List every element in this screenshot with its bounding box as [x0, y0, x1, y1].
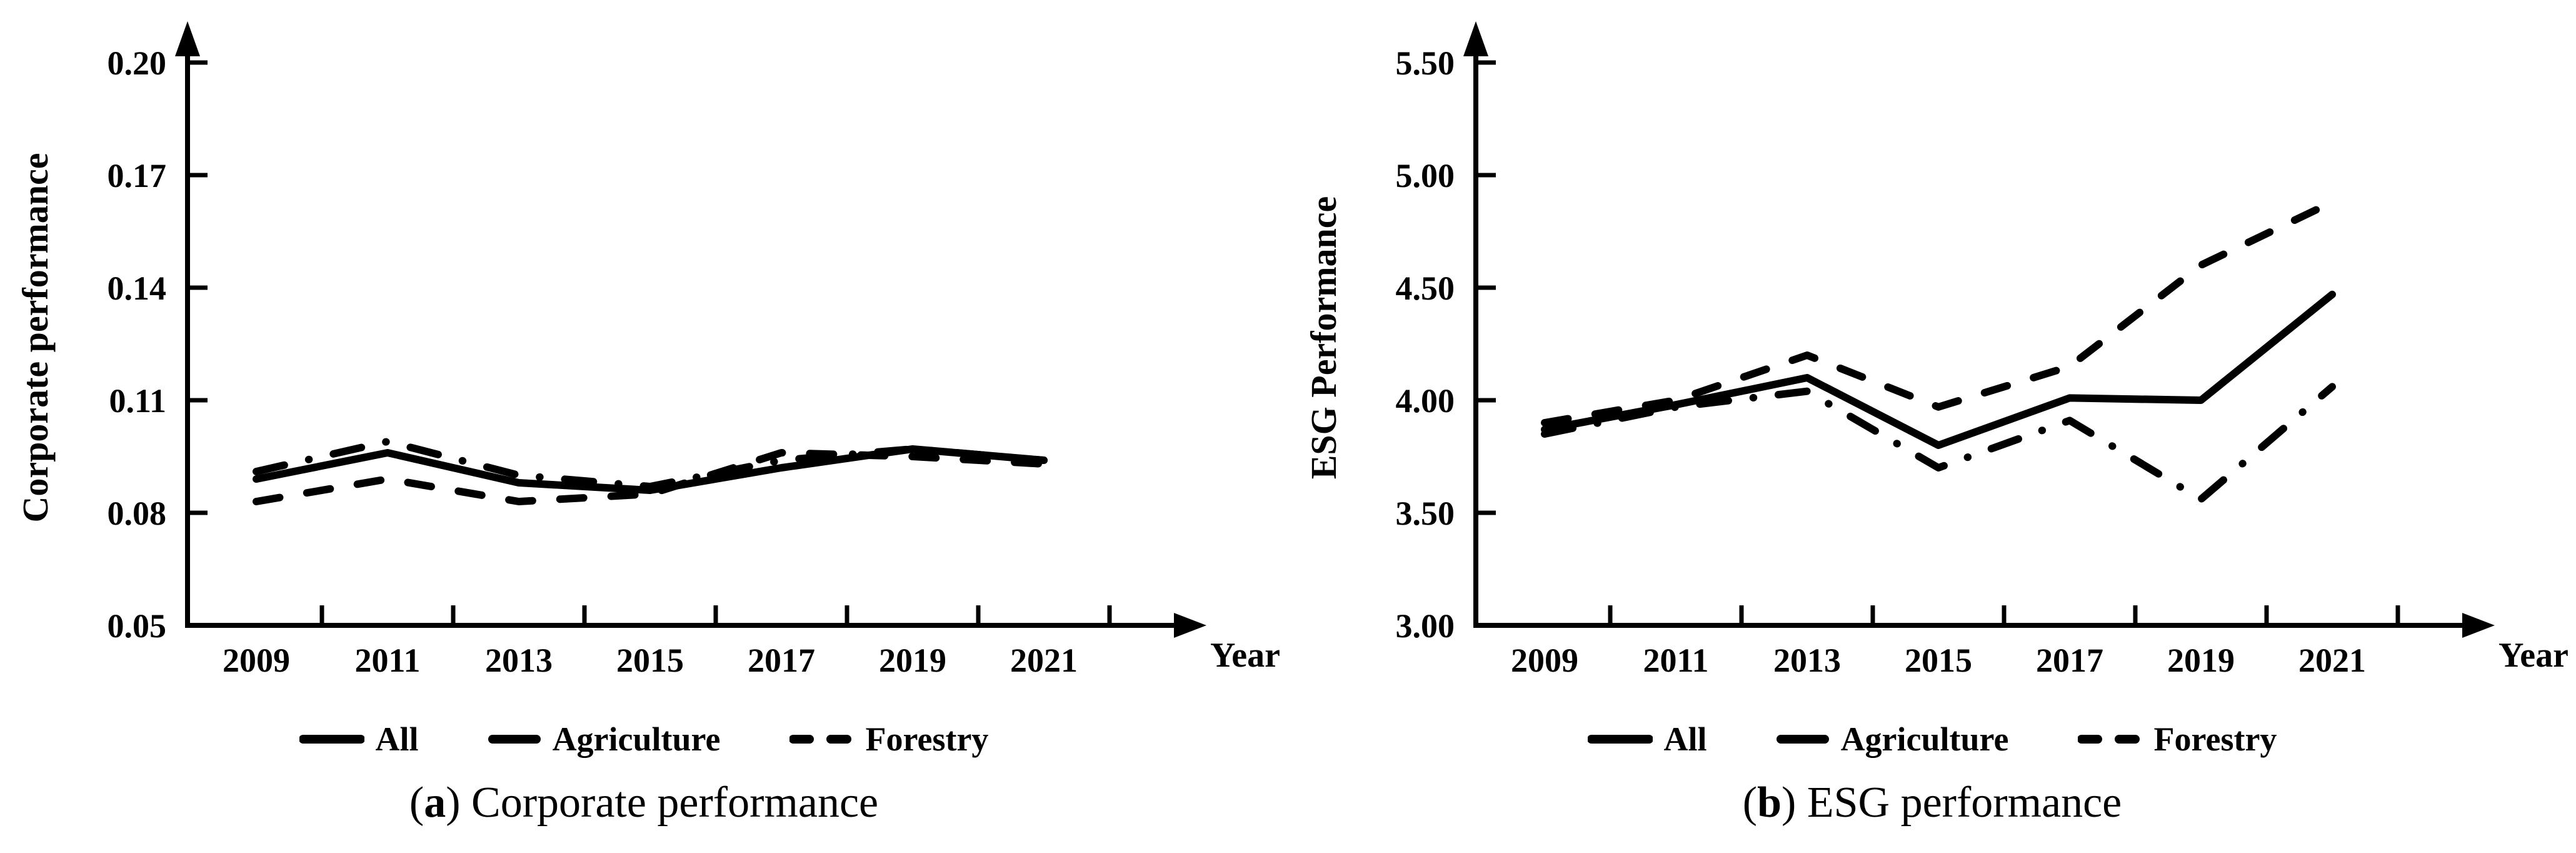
x-tick-label: 2015: [1905, 642, 1972, 679]
legend-item-all: All: [299, 720, 419, 759]
chart-panel-a: 0.05 0.08 0.11 0.14 0.17 0.20 2009 2011 2013 2015…: [0, 21, 1288, 828]
legend-item-agriculture: Agriculture: [1776, 720, 2009, 759]
legend-item-forestry: Forestry: [789, 720, 989, 759]
axes: 3.00 3.50 4.00 4.50 5.00 5.50 2009 2011 2013 2015…: [1303, 21, 2568, 679]
x-tick-label: 2017: [2036, 642, 2103, 679]
y-axis-arrowhead-icon: [175, 21, 200, 56]
y-tick-label: 0.14: [108, 270, 167, 307]
y-tick-label: 0.08: [108, 495, 167, 532]
solid-line-marker-icon: [299, 735, 364, 744]
x-tick-label: 2011: [354, 642, 420, 679]
caption-b-close: ): [1782, 779, 1797, 827]
solid-line-marker-icon: [1587, 735, 1653, 744]
x-tick-label: 2019: [879, 642, 946, 679]
legend-item-forestry: Forestry: [2077, 720, 2277, 759]
caption-b-text: ESG performance: [1796, 779, 2122, 827]
y-tick-label: 0.11: [109, 382, 166, 420]
legend-label-all: All: [1663, 720, 1707, 758]
caption-a-text: Corporate performance: [460, 779, 879, 827]
series-line-all: [1541, 290, 2336, 449]
caption-a-close: ): [446, 779, 461, 827]
x-tick-label: 2009: [223, 642, 290, 679]
x-tick-label: 2021: [2298, 642, 2366, 679]
caption-a-letter: a: [424, 779, 446, 827]
dashed-line-marker-icon: [789, 735, 854, 744]
x-tick-label: 2009: [1511, 642, 1578, 679]
corporate-performance-chart: 0.05 0.08 0.11 0.14 0.17 0.20 2009 2011 2013 2015…: [15, 21, 1280, 679]
x-tick-label: 2015: [616, 642, 684, 679]
x-axis-title: Year: [1210, 636, 1280, 675]
y-tick-label: 3.50: [1396, 495, 1455, 532]
x-axis-arrowhead-icon: [2462, 613, 2495, 638]
legend-label-agriculture: Agriculture: [1840, 720, 2009, 758]
x-tick-label: 2019: [2167, 642, 2235, 679]
caption-b-open: (: [1742, 779, 1758, 827]
long-dash-marker-icon: [1776, 735, 1829, 744]
y-tick-label: 4.50: [1396, 270, 1455, 307]
y-tick-label: 0.05: [108, 607, 167, 645]
legend-item-all: All: [1587, 720, 1707, 759]
legend-label-all: All: [375, 720, 419, 758]
series-line-forestry: [1541, 198, 2336, 426]
x-tick-label: 2013: [485, 642, 553, 679]
caption-b-letter: b: [1757, 779, 1782, 827]
esg-performance-chart: 3.00 3.50 4.00 4.50 5.00 5.50 2009 2011 2013 2015…: [1303, 21, 2568, 679]
legend-label-forestry: Forestry: [2153, 720, 2277, 758]
x-tick-label: 2013: [1773, 642, 1841, 679]
legend-label-forestry: Forestry: [865, 720, 989, 758]
long-dash-marker-icon: [488, 735, 541, 744]
y-tick-label: 0.20: [108, 44, 167, 82]
x-axis-arrowhead-icon: [1174, 613, 1206, 638]
y-axis-title: Corporate performance: [15, 153, 56, 522]
x-axis-title: Year: [2498, 636, 2568, 675]
y-tick-label: 4.00: [1396, 382, 1455, 420]
caption-a-open: (: [409, 779, 424, 827]
legend-a: All Agriculture Forestry: [0, 714, 1288, 764]
caption-a: (a) Corporate performance: [409, 778, 878, 828]
series-line-forestry: [253, 449, 1048, 505]
y-axis-title: ESG Performance: [1303, 196, 1344, 480]
axes: 0.05 0.08 0.11 0.14 0.17 0.20 2009 2011 2013 2015…: [15, 21, 1280, 679]
y-axis-arrowhead-icon: [1463, 21, 1488, 56]
legend-item-agriculture: Agriculture: [488, 720, 721, 759]
x-tick-label: 2011: [1643, 642, 1708, 679]
y-tick-label: 0.17: [108, 157, 167, 194]
series-line-all: [253, 445, 1048, 494]
dashed-line-marker-icon: [2077, 735, 2143, 744]
caption-b: (b) ESG performance: [1743, 778, 2122, 828]
y-tick-label: 3.00: [1396, 607, 1455, 645]
legend-label-agriculture: Agriculture: [552, 720, 721, 758]
y-tick-label: 5.50: [1396, 44, 1455, 82]
x-tick-label: 2021: [1010, 642, 1078, 679]
x-tick-label: 2017: [748, 642, 815, 679]
y-tick-label: 5.00: [1396, 157, 1455, 194]
chart-panel-b: 3.00 3.50 4.00 4.50 5.00 5.50 2009 2011 2013 2015…: [1288, 0, 2576, 853]
legend-b: All Agriculture Forestry: [1288, 714, 2576, 764]
